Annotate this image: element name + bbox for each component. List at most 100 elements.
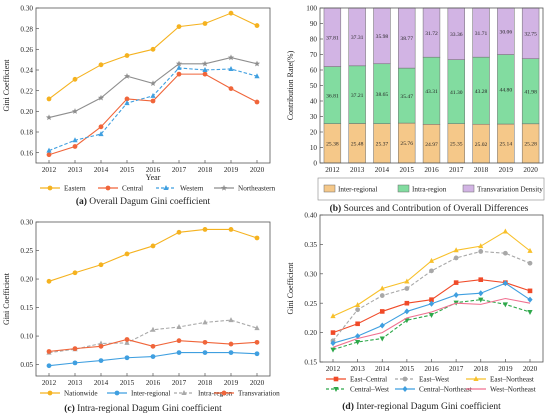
y-tick-label: 0.25 (20, 247, 33, 255)
data-point (202, 319, 208, 325)
data-point (124, 53, 130, 58)
data-point (453, 291, 459, 298)
data-point (429, 297, 434, 302)
bar-data-label: 37.81 (326, 36, 339, 42)
chart-c: 0.05 0.10 0.15 0.20 0.25 0.30 Gini Coefficient… (2, 219, 280, 414)
data-point (123, 73, 131, 79)
y-tick-label: 0.35 (304, 241, 317, 249)
data-point (202, 71, 208, 77)
data-point (72, 270, 78, 276)
chart-b: 0 10 20 30 40 50 60 70 80 90 100 Contribution Rate(… (286, 5, 545, 214)
y-tick-label: 80 (310, 36, 318, 44)
data-point (150, 46, 156, 52)
data-point (150, 354, 156, 360)
x-tick-label: 2016 (424, 365, 439, 373)
x-tick-label: 2013 (68, 166, 83, 174)
x-tick-label: 2018 (474, 365, 489, 373)
bar-data-label: 25.02 (475, 142, 488, 148)
bar-data-label: 37.21 (351, 93, 364, 99)
legend-marker (47, 390, 53, 396)
data-point (149, 80, 157, 87)
legend-item-west-northeast: West–Northeast (466, 386, 536, 394)
data-point (46, 147, 52, 153)
legend-label: Inter-regional (131, 390, 170, 398)
x-tick-label: 2012 (325, 166, 340, 174)
caption-label: (c) (64, 403, 77, 414)
bar-data-label: 30.06 (500, 29, 513, 35)
data-point (46, 363, 52, 369)
legend-label: East–Northeast (490, 376, 534, 384)
legend-label: Western (180, 185, 204, 193)
bar-data-label: 37.31 (351, 35, 364, 41)
data-point (150, 98, 156, 104)
caption-label: (b) (330, 203, 344, 214)
legend-label: Transvariation Density (477, 186, 543, 194)
bar-data-label: 44.80 (500, 88, 513, 94)
x-tick-label: 2020 (523, 166, 538, 174)
x-tick-label: 2018 (474, 166, 489, 174)
legend-item-eastern: Eastern (40, 185, 86, 193)
data-point (502, 280, 508, 287)
series-line (48, 73, 258, 156)
data-point (72, 346, 78, 352)
x-tick-label: 2014 (94, 379, 109, 387)
series-western (46, 64, 260, 153)
x-tick-label: 2018 (198, 166, 213, 174)
x-tick-label: 2013 (68, 379, 83, 387)
legend-item-east-northeast: East–Northeast (466, 376, 534, 384)
data-point (176, 338, 182, 344)
data-point (46, 96, 52, 102)
data-point (478, 277, 484, 282)
data-point (228, 10, 234, 16)
bar-data-label: 31.72 (425, 31, 438, 37)
series-central (46, 71, 260, 158)
legend-marker (473, 376, 479, 381)
plot-frame (319, 7, 544, 164)
legend-item-transvariation-density: Transvariation Density (462, 184, 543, 194)
series-line (332, 297, 531, 348)
y-tick-label: 100 (306, 5, 317, 13)
bar-data-label: 25.37 (376, 142, 389, 148)
bar-data-label: 32.75 (524, 32, 537, 38)
legend-item-western: Western (156, 185, 204, 193)
data-point (124, 96, 130, 102)
x-tick-label: 2020 (250, 166, 265, 174)
y-tick-label: 0.30 (304, 270, 317, 278)
data-point (330, 313, 336, 319)
bar-data-label: 31.71 (475, 31, 488, 37)
legend-label: West–Northeast (490, 386, 536, 394)
y-tick-label: 0.20 (304, 329, 317, 337)
data-point (176, 71, 182, 77)
legend-marker (163, 185, 169, 190)
bar-data-label: 43.31 (425, 89, 438, 95)
data-point (527, 247, 533, 253)
series-east-northeast (330, 228, 533, 319)
data-point (254, 23, 260, 28)
x-tick-label: 2016 (424, 166, 439, 174)
y-tick-label: 10 (310, 144, 318, 152)
data-point (98, 131, 104, 137)
legend-swatch (397, 184, 410, 193)
data-point (98, 262, 104, 268)
data-point (150, 343, 156, 349)
y-tick-label: 70 (310, 51, 318, 59)
caption-text: Overall Dagum Gini coefficient (89, 196, 210, 207)
data-point (46, 278, 52, 284)
chart-a: 0.16 0.18 0.20 0.22 0.24 0.26 0.28 0.30 Gini Coe… (2, 5, 276, 207)
data-point (176, 24, 182, 29)
legend-marker (333, 376, 339, 382)
data-point (254, 235, 260, 241)
data-point (428, 257, 435, 263)
data-point (502, 228, 508, 234)
data-point (98, 343, 104, 349)
data-point (72, 360, 78, 366)
legend-item-inter-regional: Inter-regional (323, 184, 377, 194)
data-point (228, 86, 234, 91)
data-point (253, 60, 261, 67)
y-tick-label: 0.22 (20, 87, 33, 95)
legend-label: Nationwide (64, 390, 98, 398)
data-point (330, 330, 336, 335)
y-tick-label: 0.30 (20, 219, 33, 227)
data-point (150, 243, 156, 249)
